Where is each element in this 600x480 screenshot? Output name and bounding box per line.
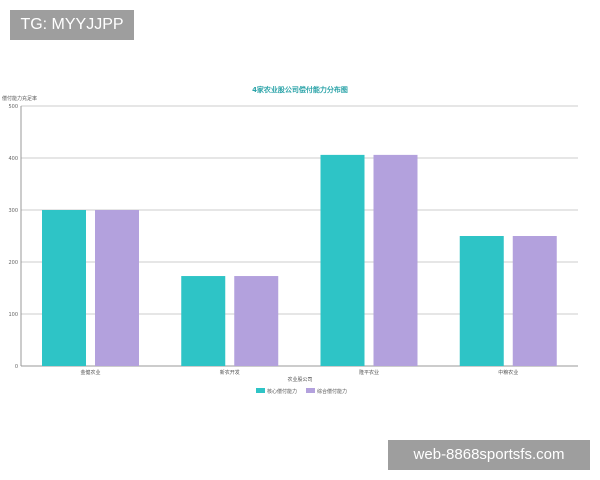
legend-label: 核心偿付能力	[267, 388, 297, 395]
legend-label: 综合偿付能力	[317, 388, 347, 395]
bar-comprehensive	[373, 154, 418, 366]
y-tick-label: 500	[8, 104, 18, 110]
y-tick-label: 300	[8, 208, 18, 214]
y-tick-label: 0	[15, 364, 18, 370]
bar-core	[320, 154, 365, 366]
bar-core	[181, 276, 226, 366]
bar-comprehensive	[512, 236, 557, 366]
legend-swatch	[256, 388, 265, 393]
x-tick-label: 中粮农业	[498, 369, 518, 376]
bar-core	[459, 236, 504, 366]
chart-title: 4家农业股公司偿付能力分布图	[252, 85, 348, 94]
y-tick-label: 400	[8, 156, 18, 162]
bar-core	[42, 210, 86, 366]
x-axis-label: 农业股公司	[287, 376, 312, 383]
y-tick-label: 200	[8, 260, 18, 266]
y-tick-label: 100	[8, 312, 18, 318]
legend-swatch	[306, 388, 315, 393]
x-tick-label: 金健农业	[80, 369, 100, 376]
watermark-top-left: TG: MYYJJPP	[10, 10, 134, 40]
watermark-bottom-right: web-8868sportsfs.com	[388, 440, 590, 470]
x-tick-label: 新农开发	[220, 369, 240, 376]
bar-comprehensive	[234, 276, 279, 366]
y-axis-label: 偿付能力充足率	[2, 95, 37, 102]
x-tick-label: 隆平农业	[359, 369, 379, 376]
bar-comprehensive	[95, 210, 139, 366]
